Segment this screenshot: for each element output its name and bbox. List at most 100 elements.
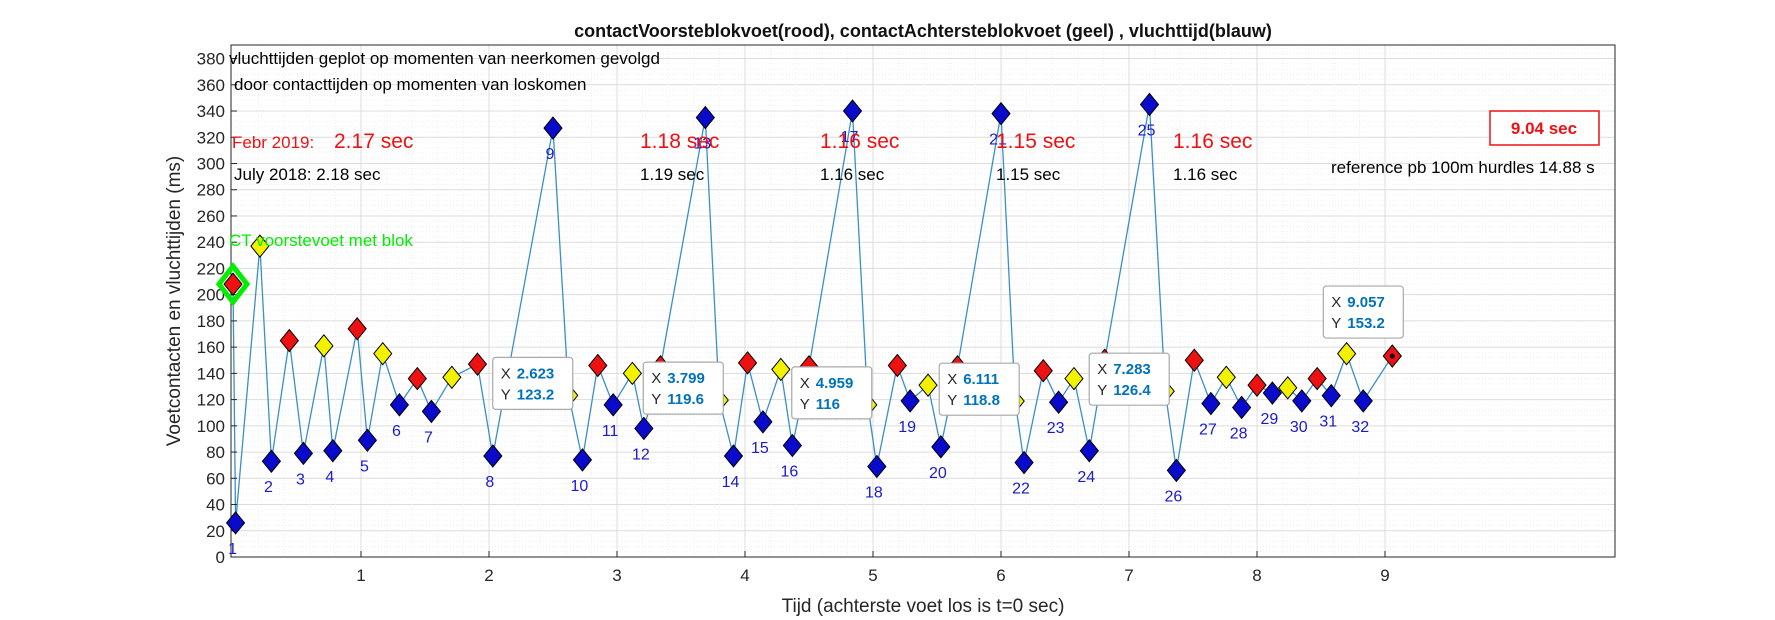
datatip-y-label: Y xyxy=(501,386,511,403)
y-tick-label: 140 xyxy=(197,364,225,383)
flight-marker xyxy=(1353,389,1373,413)
point-number-label: 11 xyxy=(602,423,619,440)
y-tick-label: 340 xyxy=(197,102,225,121)
datatip-box xyxy=(1088,352,1170,406)
datatip-x-value: 2.623 xyxy=(517,365,555,382)
flight-marker xyxy=(900,389,920,413)
segment-time-red-2: 1.16 sec xyxy=(820,130,899,153)
flight-marker xyxy=(572,448,593,472)
x-tick-label: 1 xyxy=(356,566,365,585)
point-number-label: 30 xyxy=(1290,419,1308,436)
flight-marker xyxy=(323,438,343,463)
datatip-anchor-dot xyxy=(1389,353,1395,359)
point-number-label: 29 xyxy=(1260,411,1278,428)
front-contact-marker xyxy=(223,272,243,296)
y-tick-label: 300 xyxy=(197,154,225,173)
y-tick-label: 80 xyxy=(206,443,225,462)
rear-contact-marker xyxy=(314,334,334,358)
datatip-y-label: Y xyxy=(947,392,957,409)
front-contact-marker xyxy=(1184,348,1204,373)
flight-marker xyxy=(225,511,246,535)
febr-label: Febr 2019: xyxy=(232,133,314,152)
point-number-label: 9 xyxy=(546,146,555,163)
front-contact-marker xyxy=(1033,358,1053,383)
point-number-label: 7 xyxy=(424,429,433,446)
datatip-box xyxy=(938,362,1020,416)
segment-time-black-4: 1.16 sec xyxy=(1173,165,1238,184)
point-number-label: 3 xyxy=(296,471,305,488)
rear-contact-marker xyxy=(250,234,270,258)
datatip-box xyxy=(492,356,574,410)
rear-contact-marker xyxy=(442,365,462,390)
datatip-box xyxy=(1322,285,1404,339)
flight-marker xyxy=(1321,383,1341,408)
datatip-y-value: 126.4 xyxy=(1113,382,1151,399)
front-contact-marker xyxy=(737,351,758,375)
datatip-x-value: 6.111 xyxy=(963,371,999,388)
flight-marker xyxy=(1139,92,1160,117)
y-tick-label: 240 xyxy=(197,233,225,252)
datatip-y-label: Y xyxy=(1097,382,1107,399)
rear-contact-marker xyxy=(1064,366,1084,391)
datatip-x-label: X xyxy=(800,375,810,392)
flight-marker xyxy=(543,116,563,140)
point-number-label: 4 xyxy=(325,469,334,486)
front-contact-marker xyxy=(588,353,608,378)
datatip-y-value: 116 xyxy=(816,396,840,413)
total-time: 9.04 sec xyxy=(1511,119,1577,138)
point-number-label: 27 xyxy=(1199,422,1217,439)
rear-contact-marker xyxy=(373,341,393,366)
flight-marker xyxy=(1262,381,1283,405)
datatip-y-value: 118.8 xyxy=(963,392,1000,409)
point-number-label: 31 xyxy=(1319,414,1337,431)
x-tick-label: 8 xyxy=(1252,566,1261,585)
flight-marker xyxy=(867,454,887,479)
flight-marker xyxy=(634,416,654,441)
point-number-label: 25 xyxy=(1138,122,1156,139)
datatip-box xyxy=(791,366,873,420)
x-tick-label: 6 xyxy=(996,566,1005,585)
flight-marker xyxy=(1166,458,1187,483)
point-number-label: 14 xyxy=(722,474,740,491)
note-line-1: vluchttijden geplot op momenten van neer… xyxy=(229,49,660,68)
datatip-y-value: 123.2 xyxy=(517,386,555,403)
datatip-x-value: 9.057 xyxy=(1347,294,1385,311)
x-tick-label: 9 xyxy=(1380,566,1389,585)
point-number-label: 24 xyxy=(1077,469,1095,486)
front-contact-marker xyxy=(467,352,488,376)
point-number-label: 22 xyxy=(1012,481,1030,498)
point-number-label: 1 xyxy=(228,541,237,558)
y-tick-label: 260 xyxy=(197,207,225,226)
x-tick-label: 4 xyxy=(740,566,749,585)
datatip-x-value: 4.959 xyxy=(816,375,854,392)
grid xyxy=(231,45,1615,557)
rear-contact-marker xyxy=(622,361,643,386)
flight-marker xyxy=(842,99,863,123)
point-number-label: 12 xyxy=(632,446,650,463)
point-number-label: 8 xyxy=(485,474,494,491)
flight-marker xyxy=(753,410,773,434)
point-number-label: 26 xyxy=(1164,488,1182,505)
highlight-ring xyxy=(215,262,251,307)
datatip-y-value: 153.2 xyxy=(1347,315,1385,332)
y-tick-label: 360 xyxy=(197,76,225,95)
datatip-x-label: X xyxy=(1097,361,1107,378)
segment-time-black-1: 1.19 sec xyxy=(640,165,705,184)
datatip-y-label: Y xyxy=(1331,315,1341,332)
point-number-label: 13 xyxy=(693,136,711,153)
datatip-x-label: X xyxy=(501,365,511,382)
july-label: July 2018: 2.18 sec xyxy=(234,165,381,184)
point-number-label: 5 xyxy=(360,458,369,475)
point-number-label: 10 xyxy=(571,478,589,495)
y-axis-label: Voetcontacten en vluchttijden (ms) xyxy=(164,156,185,446)
point-number-label: 16 xyxy=(780,464,798,481)
flight-marker xyxy=(483,444,503,468)
flight-marker xyxy=(389,393,410,417)
segment-time-red-4: 1.16 sec xyxy=(1173,130,1252,153)
x-axis-label: Tijd (achterste voet los is t=0 sec) xyxy=(782,596,1065,617)
y-tick-label: 120 xyxy=(197,391,225,410)
y-tick-label: 100 xyxy=(197,417,225,436)
axis-ticks: 0204060801001201401601802002202402602803… xyxy=(197,50,1390,585)
flight-marker xyxy=(1201,391,1221,416)
reference-note: reference pb 100m hurdles 14.88 s xyxy=(1331,158,1595,177)
